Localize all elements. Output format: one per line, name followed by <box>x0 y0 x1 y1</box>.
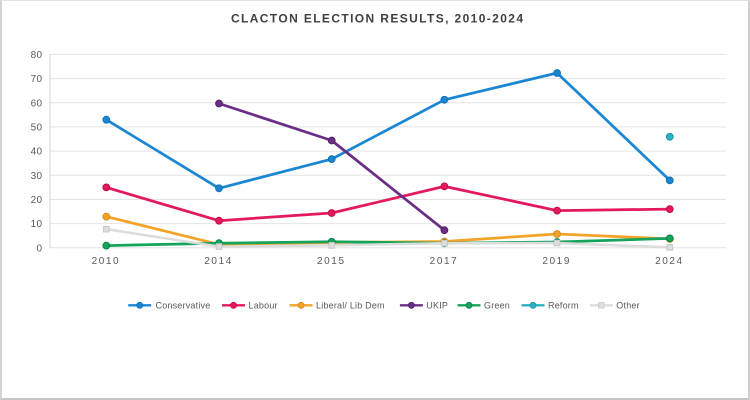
svg-text:2015: 2015 <box>317 256 346 267</box>
svg-text:2010: 2010 <box>92 256 121 267</box>
svg-text:2014: 2014 <box>204 256 233 267</box>
svg-text:Conservative: Conservative <box>156 301 211 311</box>
svg-text:Reform: Reform <box>548 301 579 311</box>
svg-text:2017: 2017 <box>430 256 459 267</box>
svg-text:20: 20 <box>31 195 43 206</box>
svg-text:2019: 2019 <box>542 256 571 267</box>
svg-text:0: 0 <box>37 243 43 254</box>
svg-text:60: 60 <box>31 98 43 109</box>
svg-text:Liberal/ Lib Dem: Liberal/ Lib Dem <box>316 301 385 311</box>
svg-text:30: 30 <box>31 171 43 182</box>
svg-text:Labour: Labour <box>249 301 278 311</box>
svg-text:50: 50 <box>31 123 43 134</box>
svg-text:Green: Green <box>484 301 510 311</box>
svg-text:40: 40 <box>31 147 43 158</box>
svg-text:2024: 2024 <box>655 256 684 267</box>
svg-text:10: 10 <box>31 219 43 230</box>
svg-text:UKIP: UKIP <box>426 301 448 311</box>
svg-text:Other: Other <box>616 301 640 311</box>
svg-text:70: 70 <box>31 74 43 85</box>
svg-text:80: 80 <box>31 50 43 61</box>
svg-text:CLACTON ELECTION RESULTS, 2010: CLACTON ELECTION RESULTS, 2010-2024 <box>231 12 523 26</box>
